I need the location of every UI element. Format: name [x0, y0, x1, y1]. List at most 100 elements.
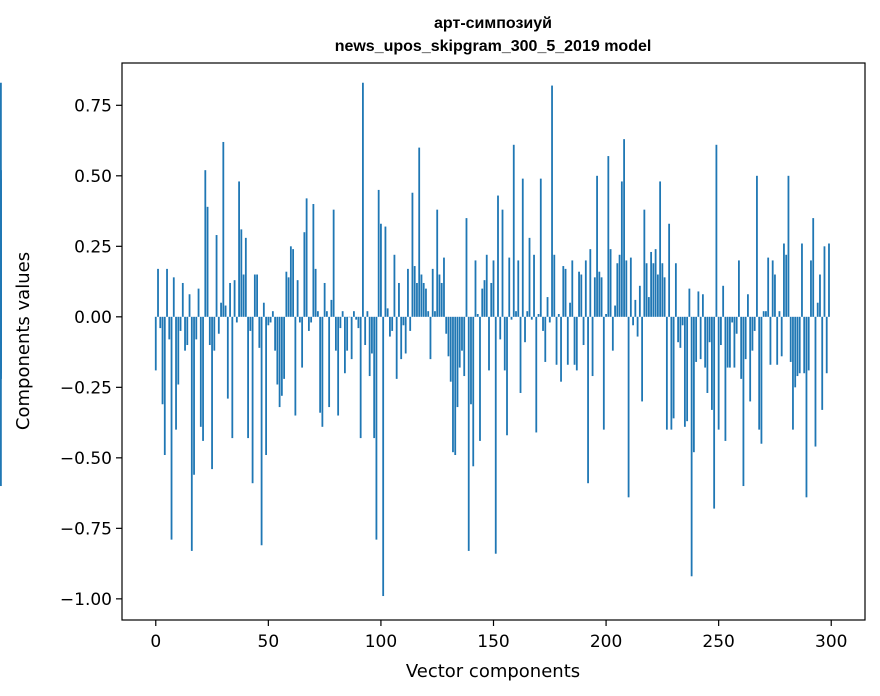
bar — [416, 282, 418, 317]
bar — [267, 316, 270, 326]
bar — [276, 316, 279, 385]
bar — [670, 316, 673, 430]
bar — [623, 139, 625, 317]
bar — [713, 316, 716, 509]
bar — [346, 316, 349, 351]
bar — [420, 274, 423, 317]
bar — [656, 274, 659, 317]
bar — [569, 302, 571, 317]
bar — [769, 316, 772, 365]
bar — [431, 268, 434, 317]
bar — [762, 311, 765, 317]
bar — [539, 178, 542, 317]
bar — [711, 316, 713, 410]
y-tick-label: 0.75 — [74, 96, 112, 116]
bar — [260, 316, 263, 546]
bar — [344, 316, 346, 374]
y-tick-label: 0.00 — [74, 308, 112, 328]
bar — [602, 316, 605, 430]
bar — [731, 316, 734, 323]
bar — [774, 274, 776, 317]
bar — [377, 189, 380, 317]
bar — [747, 294, 749, 317]
bar — [600, 277, 603, 317]
bar — [733, 316, 736, 368]
bar — [584, 260, 587, 317]
bar — [708, 316, 711, 343]
bar — [197, 288, 200, 317]
bar — [537, 314, 540, 317]
bar — [701, 294, 704, 317]
bar — [445, 316, 448, 334]
bar — [316, 311, 319, 317]
bar — [217, 316, 220, 334]
bar — [638, 285, 641, 317]
bar — [674, 263, 677, 317]
bar — [659, 181, 662, 317]
bar — [269, 316, 272, 323]
bar — [814, 316, 817, 447]
bar — [170, 316, 173, 540]
bar — [625, 260, 628, 317]
bar — [422, 282, 425, 317]
bar — [771, 260, 774, 317]
bar — [310, 316, 313, 323]
y-tick-label: 0.50 — [74, 167, 112, 187]
bar — [258, 316, 261, 348]
bar — [679, 316, 682, 348]
bar — [283, 316, 286, 379]
bar — [645, 263, 648, 317]
bar — [375, 316, 378, 540]
bar — [677, 316, 680, 343]
bar — [650, 251, 653, 317]
bar — [796, 316, 799, 377]
bar — [328, 316, 331, 408]
x-axis-ticks: 0 50 100 150 200 250 300 — [150, 620, 847, 652]
bar — [807, 316, 810, 371]
bar — [434, 311, 436, 317]
bar — [323, 282, 326, 317]
bar — [607, 156, 610, 317]
bar — [287, 277, 290, 317]
bar — [756, 175, 758, 317]
bar — [508, 257, 511, 317]
bar — [204, 170, 207, 317]
bar — [681, 316, 684, 326]
bar — [332, 209, 335, 317]
bar — [398, 282, 400, 317]
bar — [553, 254, 556, 317]
bar — [256, 274, 258, 317]
bar — [742, 316, 745, 487]
bar — [803, 316, 806, 374]
bar — [395, 316, 398, 379]
bar — [485, 254, 488, 317]
bar — [271, 311, 274, 317]
bar — [240, 229, 243, 317]
bar — [627, 316, 630, 498]
bar — [715, 144, 718, 317]
bar — [438, 274, 441, 317]
bar — [555, 316, 558, 365]
bar — [668, 223, 671, 317]
bar — [463, 316, 466, 377]
bar — [294, 316, 297, 416]
bar — [726, 316, 729, 368]
bar — [647, 297, 650, 317]
bar — [758, 316, 761, 430]
bar — [663, 277, 666, 317]
bar — [400, 316, 403, 360]
bar — [220, 302, 222, 317]
bar — [683, 316, 686, 427]
bar — [515, 311, 517, 317]
bar — [0, 316, 2, 343]
bar — [407, 268, 409, 317]
bar — [479, 316, 481, 441]
bar — [821, 316, 824, 410]
bar — [643, 209, 646, 317]
bar — [301, 316, 304, 368]
bar — [661, 263, 664, 317]
bar — [427, 311, 430, 317]
bar — [699, 316, 702, 360]
bar — [533, 254, 535, 317]
